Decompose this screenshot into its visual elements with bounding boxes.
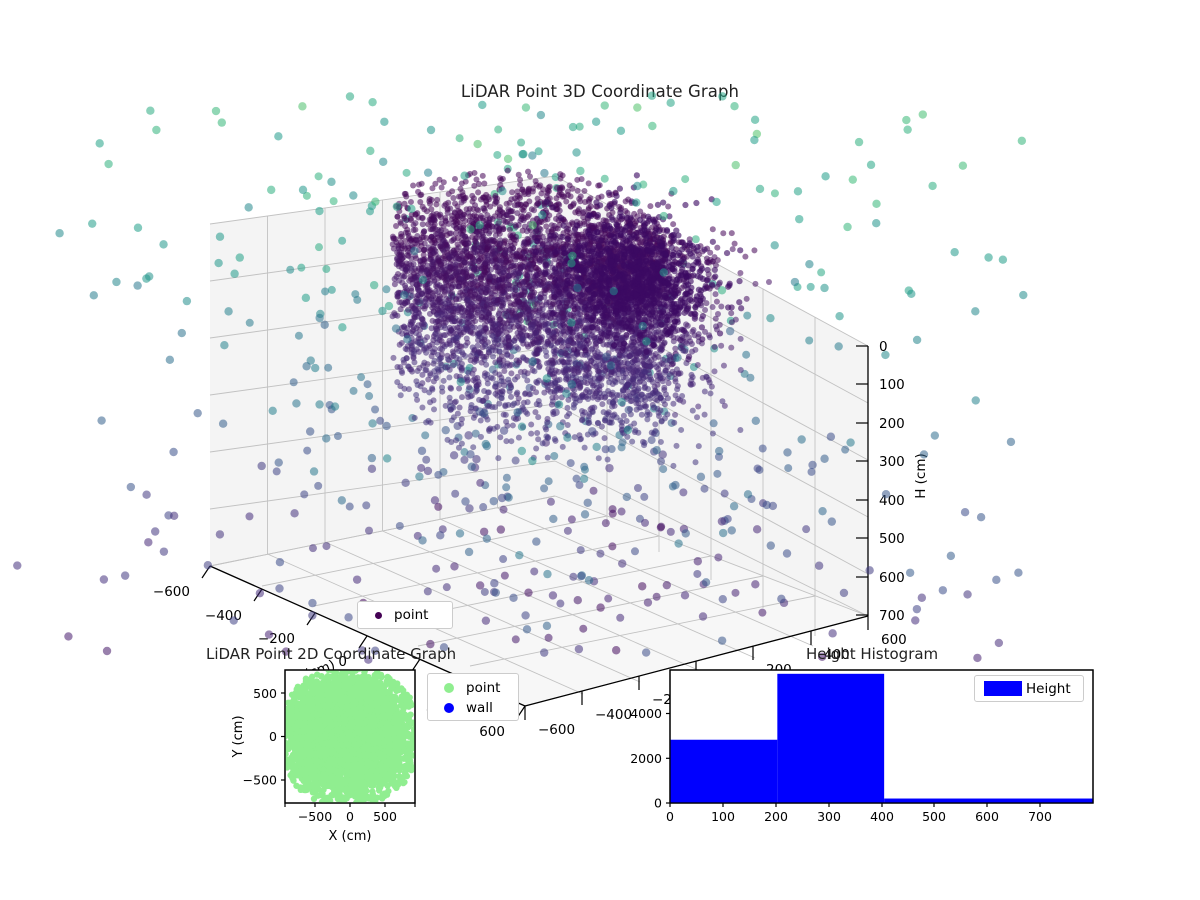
histogram-x-tick-label: 500 xyxy=(922,809,946,824)
histogram-x-tick-label: 700 xyxy=(1028,809,1052,824)
scatter-points-2d xyxy=(285,670,415,803)
lidar-3d-axes: −600 −400 −200 0 200 400 600 X (cm) xyxy=(153,96,1020,747)
histogram-bar xyxy=(884,798,1093,803)
z-tick-label: 400 xyxy=(879,493,905,509)
histogram-y-tick-label: 0 xyxy=(654,796,662,811)
histogram-y-tick-label: 4000 xyxy=(630,706,662,721)
y-tick-label: −400 xyxy=(595,707,632,723)
z-tick-label: 200 xyxy=(879,416,905,432)
histogram-x-tick-label: 600 xyxy=(975,809,999,824)
legend-label: wall xyxy=(466,700,493,716)
histogram-x-tick-label: 300 xyxy=(817,809,841,824)
y-tick-label: 600 xyxy=(881,632,907,648)
plot2d-y-axis-label: Y (cm) xyxy=(231,715,246,758)
z-tick-label: 300 xyxy=(879,454,905,470)
histogram-x-tick-label: 400 xyxy=(870,809,894,824)
z-tick-label: 100 xyxy=(879,377,905,393)
y-tick-label: −600 xyxy=(538,722,575,738)
legend-marker-point-icon xyxy=(362,611,394,619)
legend-label: point xyxy=(394,607,429,623)
histogram-tickmarks xyxy=(666,712,1041,807)
histogram-bar xyxy=(670,739,778,803)
x-tick-label: −600 xyxy=(153,584,190,600)
legend-entry-wall: wall xyxy=(432,698,514,718)
z-tick-label: 600 xyxy=(879,570,905,586)
z-axis-label: H (cm) xyxy=(913,453,929,499)
histogram-x-tick-label: 200 xyxy=(764,809,788,824)
histogram-bars xyxy=(670,673,1093,803)
x-tick-label: 600 xyxy=(479,724,505,740)
y-tick-label: 400 xyxy=(824,647,850,663)
histogram-y-tick-label: 2000 xyxy=(630,751,662,766)
histogram-legend[interactable]: Height xyxy=(974,675,1084,702)
plot2d-x-tick-label: 0 xyxy=(346,809,354,824)
z-tick-label: 700 xyxy=(879,608,905,624)
histogram-x-tick-label: 0 xyxy=(666,809,674,824)
plot2d-x-tick-label: −500 xyxy=(298,809,332,824)
legend-marker-wall-icon xyxy=(432,703,466,713)
plot2d-y-tick-label: 0 xyxy=(269,729,277,744)
plot2d-tickmarks xyxy=(281,692,416,807)
legend-entry-point: point xyxy=(432,678,514,698)
plot3d-legend[interactable]: point xyxy=(357,601,453,629)
legend-entry-height: Height xyxy=(980,678,1078,699)
z-axis-ticks: 0 100 200 300 400 500 600 700 H (cm) xyxy=(856,339,929,624)
legend-label: point xyxy=(466,680,501,696)
plot3d-title: LiDAR Point 3D Coordinate Graph xyxy=(460,82,740,101)
legend-marker-height-icon xyxy=(980,681,1026,696)
plot2d-title: LiDAR Point 2D Coordinate Graph xyxy=(206,645,457,663)
x-tick-label: 0 xyxy=(338,654,347,670)
plot2d-x-tick-label: 500 xyxy=(373,809,397,824)
lidar-2d-axes: −500 0 500 500 0 −500 X (cm) Y (cm) xyxy=(120,660,450,875)
legend-label: Height xyxy=(1026,680,1071,697)
legend-marker-point-icon xyxy=(432,683,466,693)
plot2d-y-tick-label: 500 xyxy=(253,686,277,701)
histogram-x-tick-label: 100 xyxy=(711,809,735,824)
legend-entry-point: point xyxy=(362,605,448,625)
x-tick-label: −400 xyxy=(205,608,242,624)
z-tick-label: 0 xyxy=(879,339,888,355)
plot2d-y-tick-label: −500 xyxy=(243,773,277,788)
plot2d-legend[interactable]: point wall xyxy=(427,673,519,721)
histogram-title: Height Histogram xyxy=(806,645,939,663)
z-tick-label: 500 xyxy=(879,531,905,547)
histogram-bar xyxy=(777,673,885,803)
plot2d-x-axis-label: X (cm) xyxy=(329,829,372,844)
